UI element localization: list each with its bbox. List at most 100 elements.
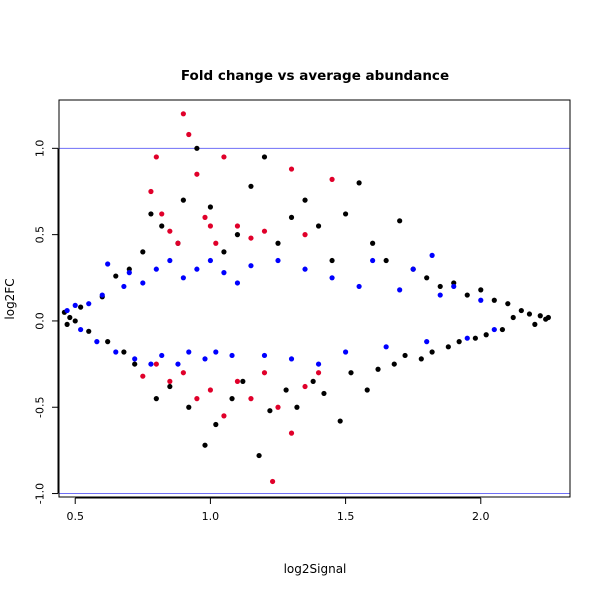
data-point-s0-16 [167, 383, 173, 390]
data-point-s0-63 [483, 332, 489, 338]
data-point-s0-54 [424, 275, 430, 281]
data-point-s1-22 [213, 349, 219, 355]
data-point-s1-41 [437, 292, 443, 298]
data-point-s0-71 [537, 313, 543, 319]
data-point-s0-57 [445, 344, 451, 350]
data-point-s2-2 [159, 211, 165, 217]
data-point-s2-21 [180, 370, 186, 376]
data-point-s0-40 [329, 257, 335, 264]
data-point-s0-66 [505, 301, 511, 307]
data-point-s2-14 [261, 228, 268, 234]
data-point-s1-4 [94, 339, 100, 345]
data-point-s2-32 [269, 478, 276, 485]
data-point-s0-19 [186, 404, 192, 410]
data-point-s0-25 [229, 396, 235, 402]
data-point-s1-29 [288, 356, 295, 362]
x-axis-label: log2Signal [284, 562, 347, 576]
data-point-s0-15 [159, 223, 165, 229]
data-point-s1-45 [491, 326, 497, 333]
data-point-s0-47 [375, 366, 381, 372]
data-point-s0-13 [148, 211, 154, 217]
data-point-s0-59 [456, 339, 462, 345]
y-axis-label: log2FC [3, 278, 17, 319]
data-point-s0-4 [78, 304, 84, 310]
data-point-s2-13 [248, 235, 254, 241]
x-tick-label-0: 0.5 [66, 510, 84, 523]
data-point-s0-73 [545, 314, 551, 321]
data-point-s1-24 [229, 352, 235, 359]
data-point-s2-0 [153, 154, 159, 160]
data-point-s0-1 [64, 321, 70, 327]
data-point-s0-8 [113, 273, 119, 279]
data-point-s0-34 [288, 214, 295, 220]
data-point-s0-50 [397, 218, 403, 224]
data-point-s1-7 [113, 349, 119, 355]
data-point-s0-33 [283, 387, 289, 393]
data-point-s1-21 [207, 257, 214, 264]
data-point-s2-4 [175, 240, 181, 246]
data-point-s0-60 [464, 292, 470, 298]
data-point-s0-61 [472, 335, 478, 341]
data-point-s1-13 [153, 266, 159, 272]
x-tick-label-3: 2.0 [472, 510, 490, 523]
data-point-s0-37 [310, 378, 316, 384]
data-point-s2-16 [302, 232, 308, 238]
data-point-s1-28 [275, 257, 281, 264]
data-point-s2-15 [288, 166, 295, 172]
data-point-s0-46 [370, 240, 376, 246]
data-point-s0-7 [105, 339, 111, 345]
data-point-s2-1 [148, 188, 154, 195]
data-point-s2-26 [248, 396, 254, 402]
data-point-s1-16 [175, 361, 181, 367]
data-point-s2-5 [180, 111, 186, 117]
data-point-s1-40 [429, 252, 435, 258]
data-point-s0-53 [418, 356, 424, 362]
data-point-s0-18 [180, 197, 186, 203]
data-point-s2-27 [261, 370, 268, 376]
data-point-s0-48 [383, 257, 389, 264]
data-point-s1-39 [424, 339, 430, 345]
data-point-s0-38 [315, 223, 322, 229]
data-point-s0-20 [194, 145, 200, 151]
data-point-s0-45 [364, 387, 370, 393]
data-point-s2-31 [315, 370, 322, 376]
data-point-s1-26 [248, 263, 254, 269]
data-point-s0-69 [526, 311, 533, 317]
data-point-s2-7 [194, 171, 200, 177]
data-point-s1-10 [132, 356, 138, 362]
data-point-s0-67 [510, 314, 516, 321]
data-point-s2-9 [207, 223, 214, 229]
data-point-s1-38 [410, 266, 416, 272]
data-point-s2-22 [194, 396, 200, 402]
data-point-s0-26 [234, 232, 241, 238]
y-tick-label-4: 1.0 [34, 140, 47, 158]
data-point-s0-51 [402, 352, 408, 359]
data-point-s1-18 [186, 349, 192, 355]
data-point-s1-20 [202, 356, 208, 362]
data-point-s2-12 [234, 223, 241, 229]
data-point-s2-24 [221, 413, 227, 419]
data-point-s0-2 [67, 314, 73, 321]
data-point-s0-28 [248, 183, 254, 189]
data-point-s2-28 [275, 404, 281, 410]
data-point-s2-10 [213, 240, 219, 246]
x-tick-label-1: 1.0 [202, 510, 220, 523]
data-point-s1-8 [121, 283, 127, 290]
data-point-s2-17 [329, 176, 335, 182]
reference-lines [59, 147, 570, 495]
data-point-s0-39 [321, 390, 327, 397]
data-point-s2-11 [221, 154, 227, 160]
data-point-s1-31 [315, 361, 322, 367]
data-point-s0-42 [342, 211, 349, 217]
data-point-s0-12 [140, 249, 146, 255]
data-point-s1-12 [148, 361, 154, 367]
data-point-s0-31 [267, 408, 273, 414]
data-point-s1-2 [78, 326, 84, 333]
y-tick-label-3: 0.5 [34, 226, 47, 244]
data-point-s1-30 [302, 266, 308, 272]
y-tick-label-2: 0.0 [34, 312, 47, 330]
data-point-s0-23 [213, 421, 219, 428]
data-point-s0-55 [429, 349, 435, 355]
data-point-s0-32 [275, 240, 281, 246]
